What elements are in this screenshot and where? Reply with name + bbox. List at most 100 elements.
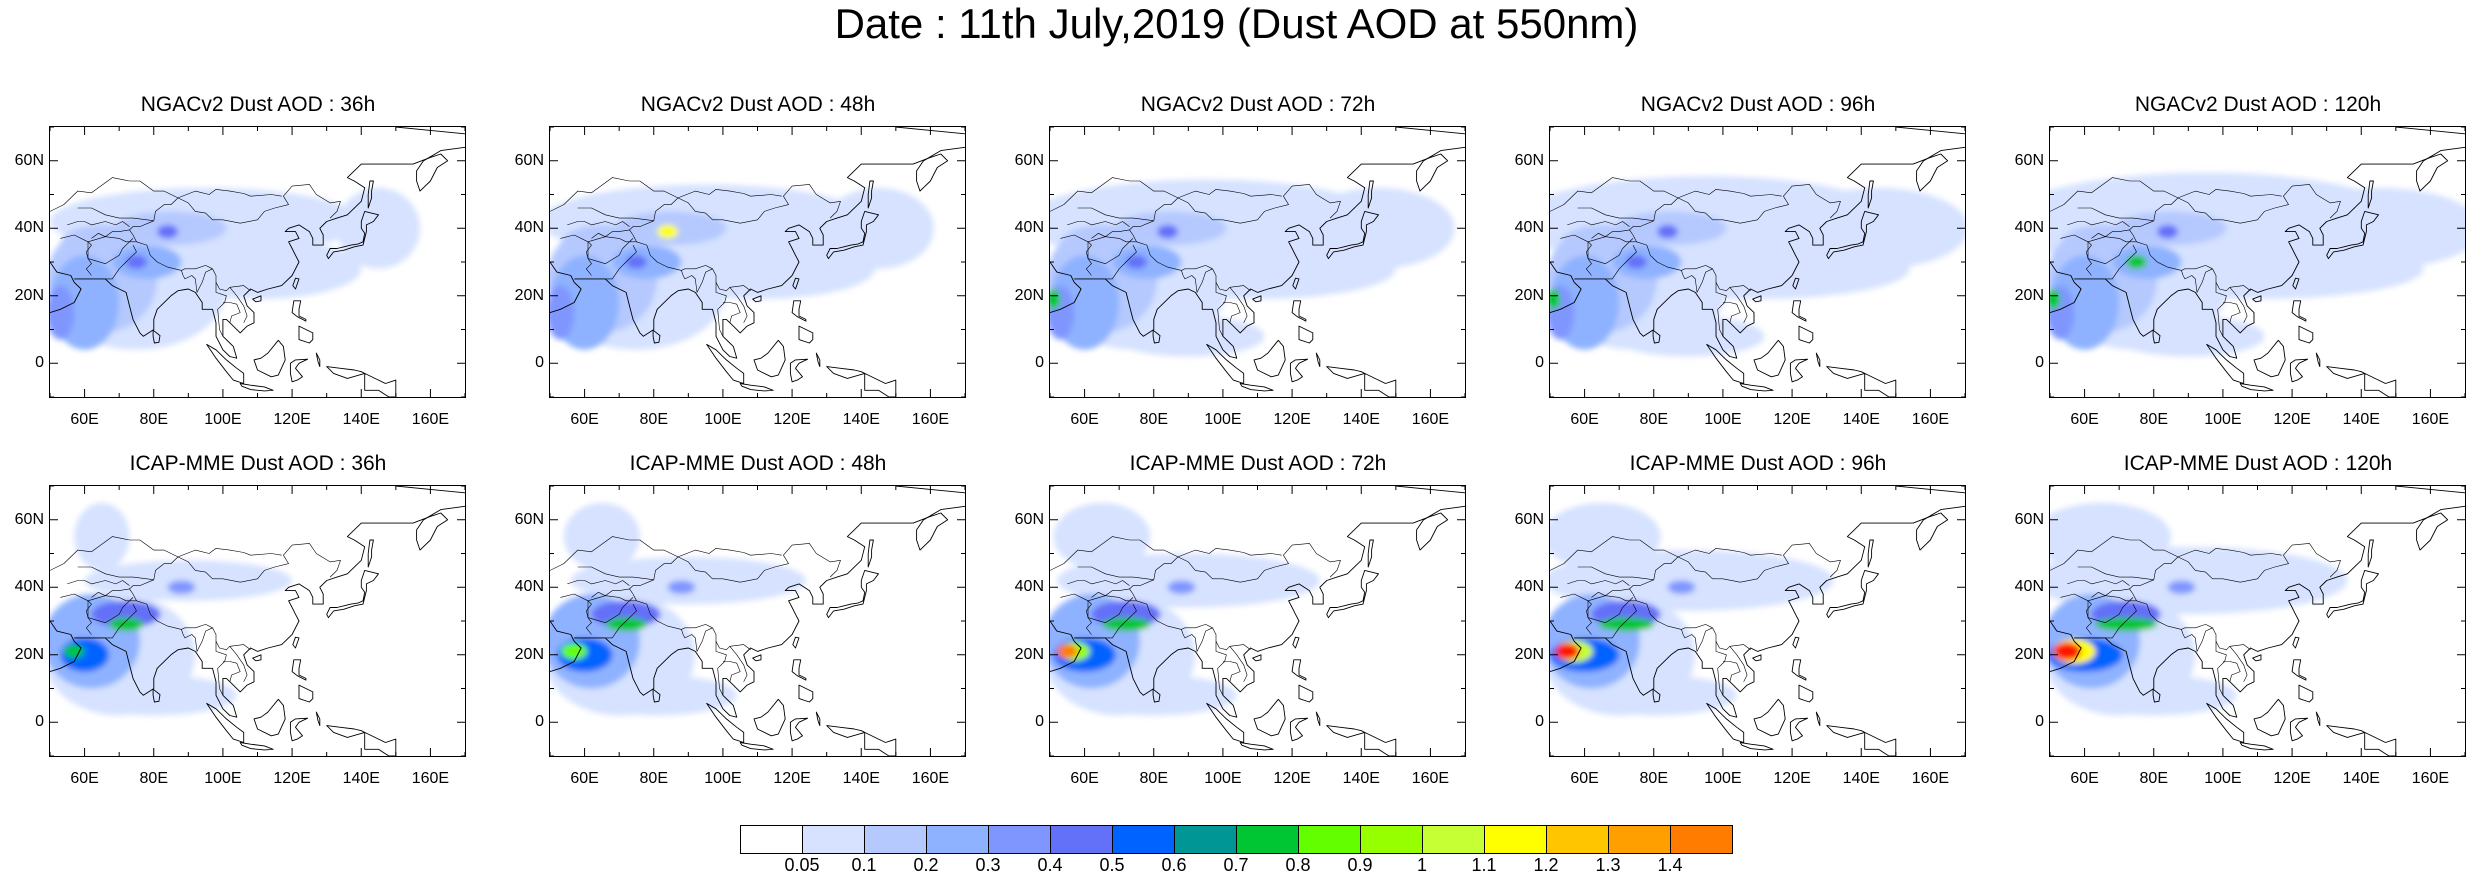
island-outline bbox=[252, 654, 262, 662]
map-panel bbox=[49, 126, 466, 398]
country-border bbox=[2050, 177, 2179, 212]
island-outline bbox=[1326, 366, 1366, 379]
country-border bbox=[2105, 603, 2137, 639]
island-outline bbox=[1753, 339, 1786, 378]
island-outline bbox=[1152, 688, 1161, 703]
country-border bbox=[1105, 603, 1137, 639]
colorbar-label: 0.1 bbox=[851, 855, 877, 875]
colorbar-swatch bbox=[1050, 825, 1113, 854]
dust-region bbox=[63, 644, 85, 659]
coastline bbox=[550, 620, 582, 673]
panel-title: ICAP-MME Dust AOD : 96h bbox=[1629, 452, 1887, 475]
dust-region bbox=[91, 600, 161, 628]
dust-field bbox=[2050, 502, 2348, 716]
country-border bbox=[560, 593, 592, 635]
dust-aod-map bbox=[550, 127, 965, 397]
island-outline bbox=[1826, 725, 1866, 738]
dust-region bbox=[112, 245, 182, 279]
country-border bbox=[2222, 661, 2241, 682]
island-outline bbox=[2206, 343, 2245, 384]
lat-tick-label: 0 bbox=[1035, 354, 1044, 372]
coastline bbox=[74, 512, 449, 718]
island-outline bbox=[798, 684, 814, 703]
country-border bbox=[1605, 603, 1637, 639]
country-border bbox=[1567, 580, 1630, 586]
country-border bbox=[550, 536, 679, 571]
country-border bbox=[2091, 588, 2130, 598]
country-border bbox=[2060, 593, 2092, 635]
map-panel bbox=[1549, 485, 1966, 757]
country-border bbox=[1087, 238, 1134, 264]
island-outline bbox=[2326, 569, 2379, 619]
dust-aod-map bbox=[1050, 486, 1465, 756]
island-outline bbox=[326, 725, 366, 738]
country-border bbox=[1091, 588, 1130, 598]
country-border bbox=[1222, 302, 1241, 323]
island-outline bbox=[2292, 277, 2300, 290]
lat-tick-label: 20N bbox=[514, 645, 544, 663]
dust-region bbox=[1050, 289, 1061, 310]
country-border bbox=[577, 207, 654, 222]
dust-field bbox=[50, 187, 421, 350]
country-border bbox=[2181, 268, 2213, 293]
island-outline bbox=[1652, 688, 1661, 703]
coastline bbox=[1574, 512, 1949, 718]
lon-tick-label: 140E bbox=[842, 411, 880, 428]
dust-field bbox=[2050, 172, 2465, 357]
lat-tick-label: 60N bbox=[514, 510, 544, 528]
island-outline bbox=[2253, 698, 2286, 737]
lon-tick-label: 160E bbox=[1411, 411, 1450, 428]
island-outline bbox=[1867, 180, 1874, 209]
dust-region bbox=[1053, 502, 1151, 571]
lon-tick-label: 60E bbox=[2070, 770, 2099, 787]
country-border bbox=[177, 189, 282, 199]
country-border bbox=[1077, 566, 1154, 581]
map-panel bbox=[49, 485, 466, 757]
panel-title: ICAP-MME Dust AOD : 72h bbox=[1129, 452, 1387, 475]
lat-tick-label: 40N bbox=[1014, 219, 1044, 237]
island-outline bbox=[326, 210, 379, 260]
lon-tick-label: 160E bbox=[1911, 411, 1950, 428]
country-border bbox=[2067, 580, 2130, 586]
country-border bbox=[2222, 302, 2241, 323]
island-outline bbox=[815, 352, 821, 368]
island-outline bbox=[791, 300, 807, 322]
island-outline bbox=[2239, 383, 2274, 392]
coastline bbox=[1923, 505, 1965, 521]
coastline bbox=[2050, 261, 2082, 314]
island-outline bbox=[315, 711, 321, 727]
dust-region bbox=[84, 560, 293, 601]
island-outline bbox=[789, 358, 809, 383]
lon-tick-label: 140E bbox=[1342, 770, 1380, 787]
lat-tick-label: 60N bbox=[14, 151, 44, 169]
country-border bbox=[681, 268, 713, 293]
panel-title: NGACv2 Dust AOD : 120h bbox=[2134, 93, 2382, 116]
island-outline bbox=[364, 731, 397, 756]
country-border bbox=[677, 189, 782, 199]
dust-region bbox=[74, 502, 130, 571]
lon-tick-label: 80E bbox=[2139, 411, 2168, 428]
dust-region bbox=[1126, 255, 1147, 269]
lat-tick-label: 20N bbox=[1014, 645, 1044, 663]
country-border bbox=[129, 184, 341, 242]
island-outline bbox=[1753, 698, 1786, 737]
dust-region bbox=[1056, 644, 1078, 659]
island-outline bbox=[706, 343, 745, 384]
country-border bbox=[1591, 229, 1630, 239]
island-outline bbox=[326, 366, 366, 379]
country-border bbox=[1060, 593, 1092, 635]
lon-tick-label: 80E bbox=[1139, 770, 1168, 787]
lat-tick-label: 60N bbox=[2014, 510, 2044, 528]
country-border bbox=[1177, 548, 1282, 558]
lon-tick-label: 60E bbox=[2070, 411, 2099, 428]
dust-region bbox=[1570, 675, 1737, 716]
dust-region bbox=[2112, 245, 2182, 279]
colorbar-swatch bbox=[988, 825, 1051, 854]
coastline bbox=[1074, 153, 1449, 359]
country-border bbox=[629, 543, 841, 601]
lat-tick-label: 20N bbox=[2014, 645, 2044, 663]
lon-tick-label: 160E bbox=[2411, 411, 2450, 428]
island-outline bbox=[1291, 659, 1307, 681]
country-border bbox=[105, 244, 137, 280]
coastline bbox=[2423, 146, 2465, 162]
